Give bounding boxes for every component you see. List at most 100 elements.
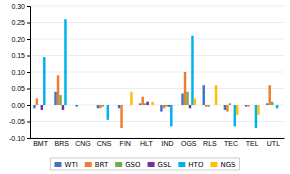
tick: 0.20: [11, 36, 30, 43]
bar-series: [130, 85, 259, 115]
bar: [118, 105, 120, 108]
tick: CNG: [75, 140, 91, 147]
bar: [181, 93, 183, 105]
bar: [102, 105, 104, 107]
tick: HLT: [140, 140, 153, 147]
bar: [123, 105, 125, 106]
legend-swatch: [115, 162, 122, 167]
tick-label: TEL: [246, 140, 259, 147]
bar: [205, 105, 207, 107]
tick-label: -0.05: [9, 118, 25, 125]
grid-line: [30, 6, 284, 7]
legend-label: GSO: [125, 161, 141, 169]
bar: [160, 105, 162, 112]
bar: [194, 98, 196, 105]
bar: [33, 105, 35, 108]
grid-line: [30, 121, 284, 122]
bar: [212, 105, 214, 106]
bar: [109, 105, 111, 106]
tick-label: IND: [162, 140, 174, 147]
tick: OGS: [181, 140, 197, 147]
tick: 0.30: [11, 3, 30, 10]
bar: [144, 103, 146, 105]
chart: -0.10-0.050.000.050.100.150.200.250.30BM…: [0, 0, 290, 174]
bar: [120, 105, 122, 128]
tick-label: 0.20: [11, 36, 25, 43]
bar: [189, 105, 191, 108]
legend-item: WTI: [54, 161, 77, 169]
bar-series: [41, 102, 192, 110]
bar: [215, 85, 217, 105]
tick-label: 0.15: [11, 52, 25, 59]
bar: [184, 72, 186, 105]
bar: [141, 97, 143, 105]
bar: [191, 36, 193, 105]
tick-mark: [27, 56, 30, 57]
bar: [43, 57, 45, 105]
bar: [38, 105, 40, 106]
tick: CNS: [97, 140, 112, 147]
legend: WTIBRTGSOGSLHTONGS: [50, 158, 239, 170]
bar: [46, 105, 48, 106]
bar: [85, 105, 87, 106]
bar: [76, 105, 78, 107]
bar: [83, 105, 85, 106]
bar: [224, 105, 226, 110]
tick-mark: [27, 105, 30, 106]
grid-line: [30, 72, 284, 73]
bar: [168, 105, 170, 107]
bar: [130, 92, 132, 105]
bar: [64, 19, 66, 105]
tick-label: FIN: [120, 140, 131, 147]
grid-line: [30, 55, 284, 56]
legend-label: HTO: [188, 161, 204, 169]
bar: [207, 105, 209, 107]
bar: [250, 105, 252, 106]
tick: 0.00: [11, 102, 30, 109]
tick-label: 0.10: [11, 69, 25, 76]
bar: [163, 105, 165, 108]
tick-label: 0.30: [11, 3, 25, 10]
bar: [97, 105, 99, 108]
bar: [255, 105, 257, 128]
tick-label: 0.25: [11, 19, 25, 26]
bar: [149, 105, 151, 106]
tick: BMT: [33, 140, 49, 147]
tick-label: CNG: [75, 140, 91, 147]
legend-swatch: [148, 162, 155, 167]
tick: UTL: [267, 140, 280, 147]
grid-line: [30, 88, 284, 89]
tick-mark: [27, 6, 30, 7]
bar: [59, 95, 61, 105]
bar: [210, 105, 212, 106]
bar: [67, 105, 69, 106]
bar: [125, 105, 127, 106]
y-axis: -0.10-0.050.000.050.100.150.200.250.30: [9, 3, 30, 142]
bar: [62, 105, 64, 110]
bar: [247, 105, 249, 107]
bar: [245, 105, 247, 107]
bar-series: [33, 85, 268, 111]
legend-item: GSL: [148, 161, 172, 169]
bar: [278, 105, 280, 106]
legend-swatch: [178, 162, 185, 167]
tick-label: -0.10: [9, 135, 25, 142]
tick: BRS: [55, 140, 70, 147]
axis-line: [27, 7, 31, 139]
legend-item: GSO: [115, 161, 141, 169]
tick: -0.05: [9, 118, 30, 125]
bar: [203, 85, 205, 105]
bar: [170, 105, 172, 126]
bar: [268, 85, 270, 105]
tick-mark: [27, 138, 30, 139]
tick-mark: [27, 122, 30, 123]
grid-line: [30, 39, 284, 40]
tick-label: OGS: [181, 140, 197, 147]
bar: [54, 92, 56, 105]
legend-item: HTO: [178, 161, 204, 169]
legend-label: WTI: [64, 161, 77, 169]
legend-label: NGS: [220, 161, 236, 169]
bar: [107, 105, 109, 120]
tick-label: UTL: [267, 140, 280, 147]
axis-line: [31, 138, 285, 139]
